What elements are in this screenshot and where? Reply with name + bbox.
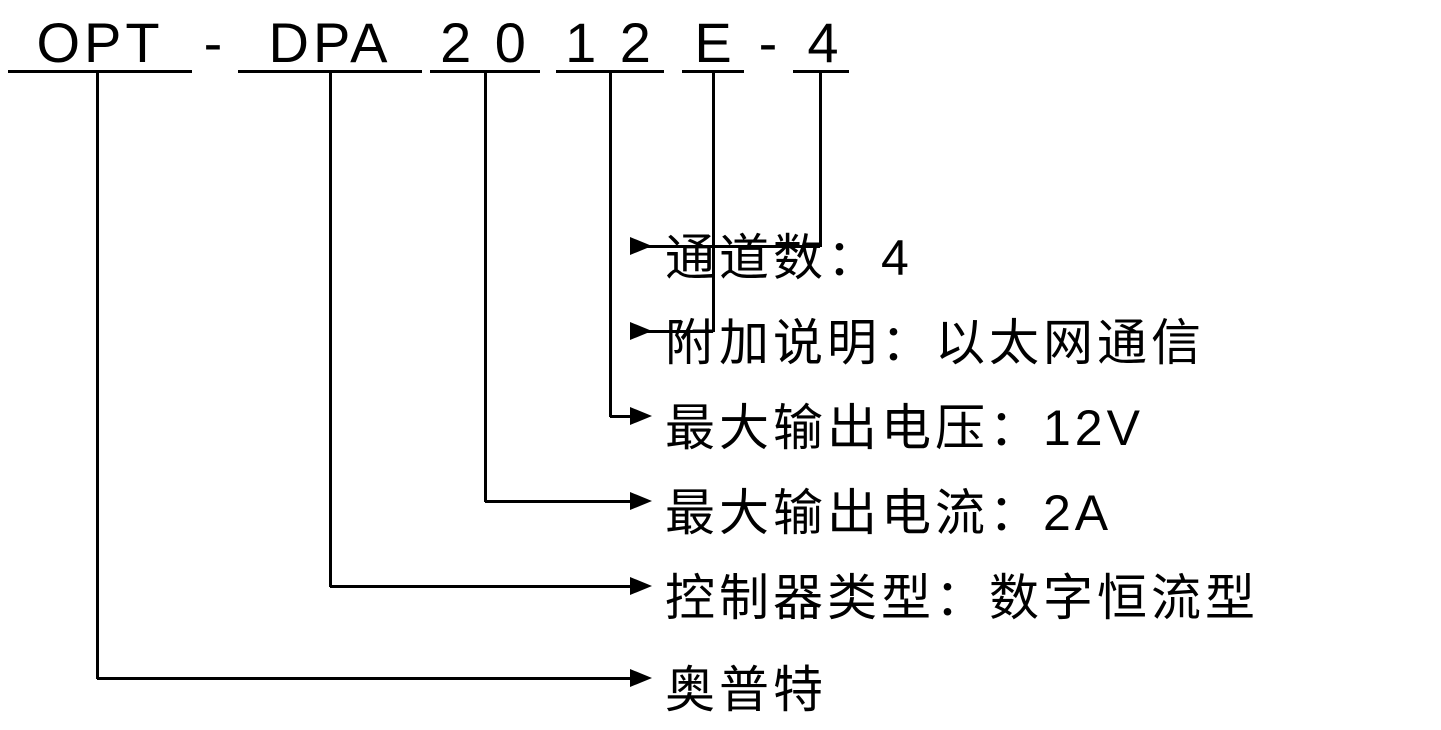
- drop-line-1: [712, 70, 715, 332]
- part-number-diagram: OPT-DPA2 01 2E-4通道数：4附加说明：以太网通信最大输出电压：12…: [0, 0, 1441, 730]
- arrowhead-0: [630, 237, 652, 255]
- drop-line-5: [96, 70, 99, 679]
- arrowhead-3: [630, 492, 652, 510]
- lead-line-4: [330, 585, 630, 588]
- callout-label-5: 奥普特: [665, 650, 827, 722]
- drop-line-3: [484, 70, 487, 502]
- drop-line-2: [609, 70, 612, 417]
- code-segment-6: -: [750, 10, 790, 75]
- code-segment-1: -: [195, 10, 235, 75]
- code-segment-4: 1 2: [550, 10, 670, 75]
- drop-line-4: [329, 70, 332, 587]
- code-underline-0: [8, 70, 192, 73]
- callout-label-3: 最大输出电流：2A: [665, 473, 1112, 545]
- arrowhead-1: [630, 322, 652, 340]
- arrowhead-4: [630, 577, 652, 595]
- code-segment-7: 4: [795, 10, 855, 75]
- code-segment-2: DPA: [240, 10, 420, 75]
- callout-label-1: 附加说明：以太网通信: [665, 303, 1205, 375]
- callout-label-4: 控制器类型：数字恒流型: [665, 558, 1259, 630]
- code-segment-5: E: [685, 10, 745, 75]
- arrowhead-2: [630, 407, 652, 425]
- arrowhead-5: [630, 669, 652, 687]
- lead-line-2: [610, 415, 630, 418]
- code-segment-3: 2 0: [425, 10, 545, 75]
- lead-line-3: [485, 500, 630, 503]
- lead-line-5: [97, 677, 630, 680]
- callout-label-0: 通道数：4: [665, 218, 913, 290]
- callout-label-2: 最大输出电压：12V: [665, 388, 1144, 460]
- code-segment-0: OPT: [10, 10, 190, 75]
